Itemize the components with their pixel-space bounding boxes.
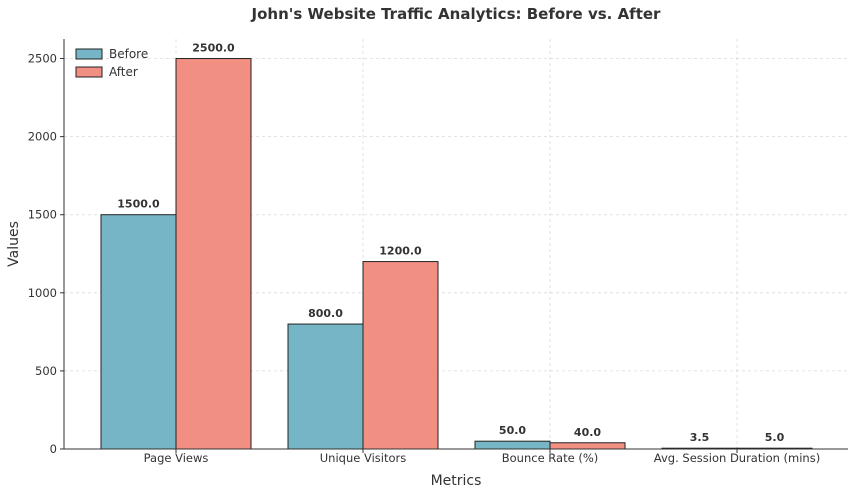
y-tick-label: 2000: [28, 130, 57, 144]
bar-before: [287, 323, 364, 450]
bar-before: [100, 214, 177, 450]
data-label-after: 40.0: [574, 426, 601, 439]
x-tick-label: Bounce Rate (%): [502, 451, 598, 465]
legend-swatch-after: [75, 66, 103, 78]
data-label-before: 800.0: [308, 307, 343, 320]
data-label-before: 50.0: [499, 424, 526, 437]
y-tick-label: 2500: [28, 52, 57, 66]
data-label-after: 2500.0: [192, 42, 235, 55]
x-axis-label: Metrics: [431, 473, 482, 489]
x-tick-label: Unique Visitors: [320, 451, 406, 465]
y-axis-label: Values: [6, 221, 22, 267]
y-tick-label: 0: [50, 442, 57, 456]
bars: [100, 58, 813, 450]
legend: Before After: [75, 47, 148, 79]
data-labels: 1500.0 800.0 50.0 3.5 2500.0 1200.0 40.0 5.0: [117, 42, 784, 445]
x-tick-label: Page Views: [144, 451, 209, 465]
legend-label-before: Before: [109, 47, 148, 61]
x-tick-label: Avg. Session Duration (mins): [654, 451, 820, 465]
y-tick-label: 500: [35, 364, 57, 378]
bar-after: [549, 442, 626, 450]
bar-after: [175, 58, 252, 450]
y-ticks: 0 500 1000 1500 2000 2500: [28, 52, 64, 456]
x-ticks: Page Views Unique Visitors Bounce Rate (%)…: [144, 449, 820, 465]
bar-before: [474, 440, 551, 450]
bar-after: [362, 261, 439, 450]
y-tick-label: 1000: [28, 286, 57, 300]
y-tick-label: 1500: [28, 208, 57, 222]
chart-title: John's Website Traffic Analytics: Before…: [251, 5, 662, 23]
data-label-after: 5.0: [765, 431, 785, 444]
legend-swatch-before: [75, 48, 103, 60]
data-label-before: 1500.0: [117, 198, 160, 211]
data-label-after: 1200.0: [379, 245, 422, 258]
axes: [63, 39, 848, 450]
legend-label-after: After: [109, 65, 138, 79]
data-label-before: 3.5: [690, 431, 710, 444]
